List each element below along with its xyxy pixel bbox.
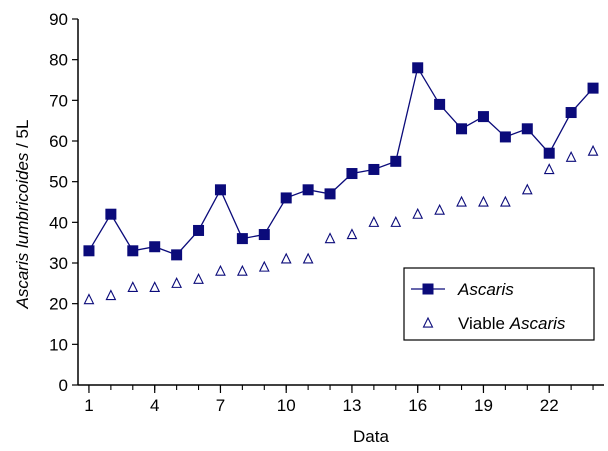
y-axis-title-part: / 5L (13, 120, 32, 153)
data-point (149, 241, 161, 253)
legend-label-part: Ascaris (457, 280, 514, 299)
data-point (105, 289, 117, 301)
plot-area (83, 62, 599, 305)
data-point (565, 107, 577, 119)
data-point (456, 123, 468, 135)
legend-label: Ascaris (457, 280, 514, 299)
legend-marker (422, 316, 434, 328)
data-point (412, 62, 424, 74)
data-point (346, 168, 358, 180)
x-tick-label: 1 (84, 396, 93, 415)
data-point (215, 264, 226, 276)
x-tick-label: 10 (277, 396, 296, 415)
data-point (587, 144, 599, 156)
data-point (521, 183, 533, 195)
x-axis-title: Data (353, 427, 389, 446)
y-tick-label: 0 (59, 376, 68, 395)
axes (77, 19, 604, 386)
series-viable-ascaris (83, 144, 599, 305)
data-point (171, 277, 183, 288)
legend-marker (422, 283, 434, 295)
data-point (434, 98, 446, 110)
y-tick-label: 30 (49, 254, 68, 273)
data-point (477, 111, 489, 123)
y-tick-label: 50 (49, 173, 68, 192)
data-point (127, 245, 139, 257)
x-tick-label: 7 (216, 396, 225, 415)
data-point (280, 252, 292, 264)
data-point (193, 224, 205, 236)
legend-label-part: Viable (458, 314, 510, 333)
data-point (521, 123, 533, 135)
legend-label: Viable Ascaris (458, 314, 566, 333)
data-point (83, 245, 95, 257)
data-point (302, 184, 314, 196)
data-point (499, 195, 511, 207)
x-tick-label: 16 (408, 396, 427, 415)
data-point (587, 82, 599, 94)
data-point (390, 216, 402, 227)
y-tick-label: 80 (49, 51, 68, 70)
data-point (258, 260, 270, 272)
data-point (83, 293, 95, 305)
y-axis-title: Ascaris lumbricoides / 5L (13, 120, 32, 310)
data-point (105, 208, 117, 220)
data-point (543, 163, 555, 175)
data-point (368, 163, 380, 175)
data-point (258, 229, 270, 241)
data-point (127, 281, 139, 293)
data-point (346, 228, 358, 240)
data-point (236, 233, 248, 245)
data-point (214, 184, 226, 196)
data-point (456, 195, 467, 207)
y-tick-label: 70 (49, 91, 68, 110)
x-tick-label: 19 (474, 396, 493, 415)
ticks: 0 10 20 30 40 50 60 70 80 90 1 4 7 10 13 16 19 22 (49, 10, 594, 415)
data-point (324, 232, 336, 244)
data-point (543, 147, 555, 159)
series-ascaris (83, 62, 599, 261)
data-point (280, 192, 292, 204)
axis-labels: Data Ascaris lumbricoides / 5L (13, 120, 389, 446)
data-point (171, 249, 183, 261)
legend-box (403, 267, 595, 341)
y-tick-label: 60 (49, 132, 68, 151)
x-tick-label: 13 (342, 396, 361, 415)
data-point (434, 203, 446, 215)
data-point (149, 281, 161, 293)
data-point (302, 252, 314, 264)
data-point (412, 207, 424, 219)
series-line (88, 66, 594, 256)
y-tick-label: 20 (49, 295, 68, 314)
data-point (324, 188, 336, 200)
y-tick-label: 40 (49, 213, 68, 232)
data-point (193, 272, 204, 284)
y-tick-label: 10 (49, 335, 68, 354)
data-point (368, 216, 380, 227)
y-axis-title-part: Ascaris lumbricoides (13, 152, 32, 309)
y-tick-label: 90 (49, 10, 68, 29)
legend-label-part: Ascaris (509, 314, 566, 333)
data-point (236, 264, 248, 276)
data-point (499, 131, 511, 143)
x-tick-label: 22 (540, 396, 559, 415)
data-point (390, 155, 402, 167)
x-tick-label: 4 (150, 396, 159, 415)
data-point (565, 150, 577, 162)
data-point (478, 195, 489, 207)
